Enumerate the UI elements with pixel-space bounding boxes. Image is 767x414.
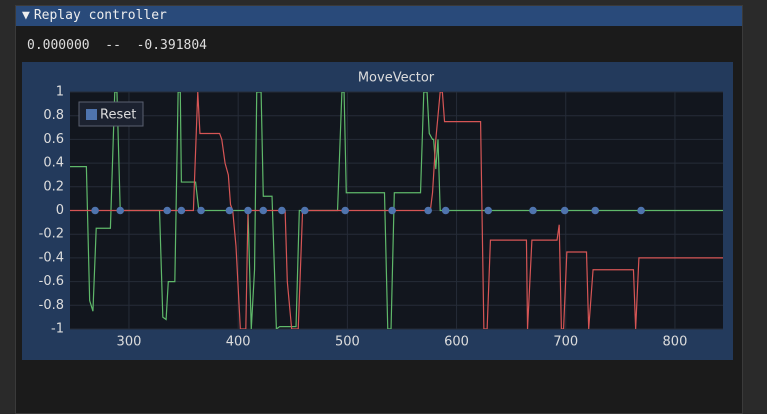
scatter-point [441,206,450,215]
scatter-point [529,206,537,215]
y-tick-label: -1 [51,322,64,337]
scatter-point [341,206,349,215]
scatter-point [177,206,186,215]
x-tick-label: 500 [335,335,360,350]
y-tick-label: -0.4 [39,250,64,265]
plot: MoveVector -1 -0.8 -0.6 -0.4 -0.2 0 0.2 0.4 0.6 0… [22,62,733,360]
y-tick-label: 0.6 [43,132,64,147]
x-tick-label: 600 [444,335,469,350]
y-tick-label: 1 [56,85,64,100]
y-tick-label: -0.8 [39,298,64,313]
y-tick-label: -0.2 [39,227,64,242]
scatter-point [637,206,645,215]
legend-swatch [86,109,97,120]
scatter-point [424,206,432,215]
x-tick-label: 400 [226,335,251,350]
chart-title: MoveVector [358,71,435,86]
collapse-arrow[interactable]: ▼ [22,8,30,23]
scatter-point [244,206,252,215]
x-tick-label: 700 [553,335,578,350]
scatter-point [560,206,569,215]
series-line [70,92,723,329]
status-text: 0.000000 -- -0.391804 [27,38,208,53]
x-tick-label: 300 [117,335,142,350]
scatter-point [225,206,234,215]
scatter-point [388,206,396,215]
y-tick-label: 0.8 [43,108,64,123]
y-tick-label: -0.6 [39,274,64,289]
scatter-point [116,206,125,215]
legend-label: Reset [100,108,136,123]
scatter-point [259,206,268,215]
scatter-point [300,206,309,215]
scatter-point [91,206,99,215]
y-tick-label: 0.2 [43,179,64,194]
legend: Reset [78,101,144,127]
x-tick-label: 800 [663,335,688,350]
scatter-point [484,206,493,215]
scatter-point [591,206,600,215]
window-title: Replay controller [33,8,167,23]
y-tick-label: 0.4 [43,156,64,171]
series-line [70,92,723,329]
scatter-point [278,206,286,215]
y-tick-label: 0 [56,203,64,218]
scatter-point [197,206,205,215]
title-bar[interactable]: ▼ Replay controller [16,6,742,26]
scatter-point [163,206,171,215]
